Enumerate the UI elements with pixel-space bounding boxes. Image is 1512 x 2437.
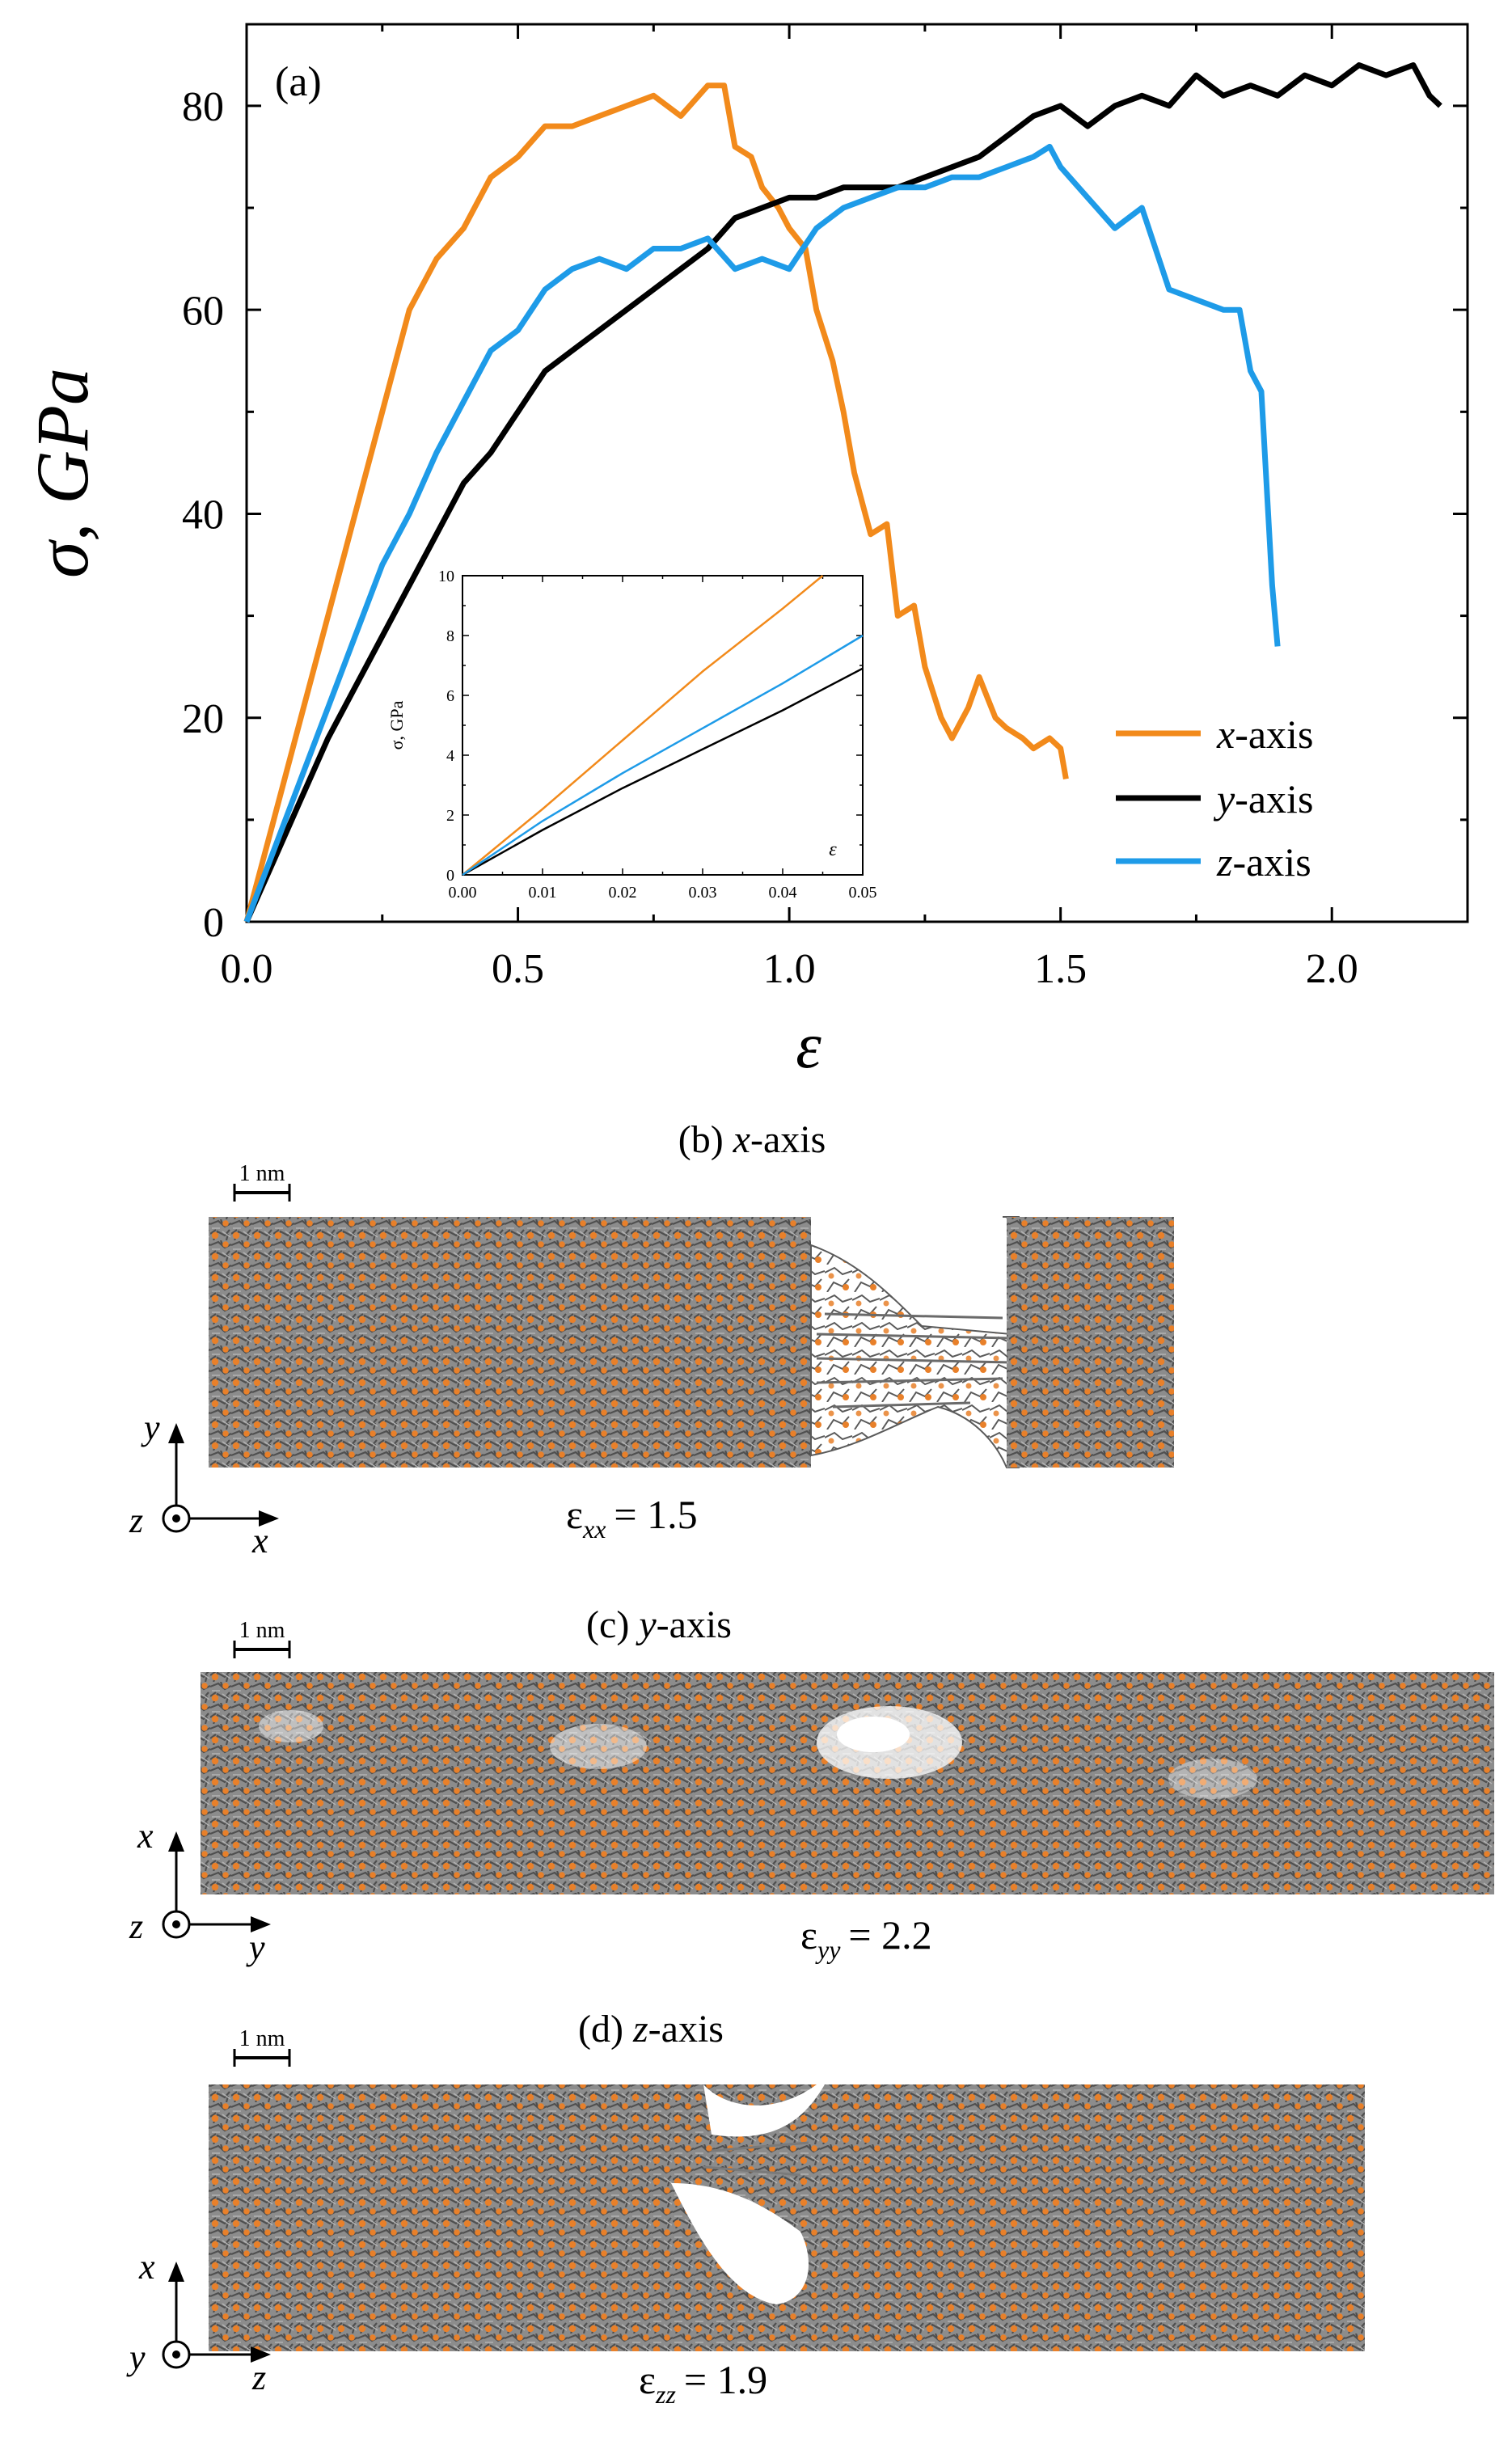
x-tick-label: 2.0 [1306, 946, 1358, 992]
legend: x-axis y-axis z-axis [1116, 712, 1313, 885]
snapshot-c-strain: εyy = 2.2 [800, 1912, 932, 1964]
snapshot-c-structure [201, 1672, 1494, 1894]
series-line-x-axis [462, 575, 824, 876]
y-tick-label: 0 [446, 867, 454, 885]
inset-series-group [462, 575, 864, 876]
snapshot-b-strain: εxx = 1.5 [566, 1492, 698, 1544]
x-tick-label: 0.00 [449, 884, 477, 902]
x-tick-label: 1.0 [763, 946, 816, 992]
svg-text:1 nm: 1 nm [239, 1618, 285, 1643]
x-tick-label: 0.05 [849, 884, 877, 902]
y-tick-label: 2 [446, 807, 454, 825]
y-tick-label: 40 [182, 492, 224, 539]
svg-text:x: x [138, 2247, 155, 2287]
snapshot-d-strain: εzz = 1.9 [639, 2357, 767, 2409]
panel-label-a: (a) [275, 59, 322, 105]
inset-axes-ticks: 0.00 0.01 0.02 0.03 0.04 0.05 0 2 4 6 8 10 [438, 568, 877, 902]
x-tick-label: 0.5 [492, 946, 544, 992]
inset-frame [462, 575, 864, 876]
snapshot-d-scale-bar: 1 nm [233, 2026, 291, 2067]
y-tick-label: 80 [182, 84, 224, 130]
y-tick-label: 10 [438, 568, 454, 585]
inset-chart: 0.00 0.01 0.02 0.03 0.04 0.05 0 2 4 6 8 10 σ, GPa ε [386, 568, 877, 902]
svg-text:x: x [137, 1816, 154, 1856]
series-line-y-axis [243, 62, 1442, 923]
svg-text:y: y [141, 1408, 160, 1447]
series-line-x-axis [243, 82, 1069, 923]
legend-label-x: x-axis [1216, 712, 1313, 757]
snapshot-b: (b) x-axis 1 nm y z x εxx = 1.5 [129, 1118, 1174, 1561]
snapshot-d-title: (d) z-axis [578, 2008, 724, 2051]
svg-text:z: z [251, 2358, 266, 2397]
snapshot-b-scale-bar: 1 nm [233, 1161, 291, 1202]
snapshot-c-title: (c) y-axis [586, 1603, 732, 1646]
y-tick-label: 6 [446, 687, 454, 705]
svg-text:y: y [246, 1928, 265, 1967]
x-tick-label: 0.01 [529, 884, 557, 902]
legend-label-y: y-axis [1213, 776, 1313, 821]
snapshot-d: (d) z-axis 1 nm x y z εzz = 1.9 [126, 2008, 1365, 2409]
svg-text:x: x [251, 1521, 268, 1561]
snapshot-c-scale-bar: 1 nm [233, 1618, 291, 1658]
main-series-group [243, 62, 1442, 923]
y-axis-sigma: σ, GPa [21, 368, 103, 578]
legend-label-z: z-axis [1216, 839, 1311, 885]
x-tick-label: 0.02 [609, 884, 637, 902]
x-tick-label: 0.0 [221, 946, 273, 992]
y-axis-title: σ, GPa [21, 368, 103, 578]
snapshot-d-axes-triad: x y z [126, 2247, 271, 2397]
x-tick-label: 0.03 [689, 884, 717, 902]
series-line-z-axis [462, 634, 864, 876]
plot-frame [245, 23, 1469, 923]
y-tick-label: 20 [182, 696, 224, 742]
y-tick-label: 60 [182, 288, 224, 334]
x-axis-title: ε [796, 1011, 821, 1082]
svg-text:y: y [126, 2338, 146, 2377]
snapshot-b-axes-triad: y z x [129, 1408, 279, 1561]
snapshot-b-title: (b) x-axis [678, 1118, 826, 1161]
snapshot-b-structure [209, 1216, 1174, 1468]
snapshot-d-structure [209, 2084, 1365, 2351]
svg-text:z: z [129, 1501, 143, 1540]
inset-y-title: σ, GPa [386, 700, 407, 750]
x-tick-label: 1.5 [1034, 946, 1087, 992]
svg-text:z: z [129, 1907, 143, 1946]
y-tick-label: 8 [446, 627, 454, 645]
y-tick-label: 4 [446, 747, 454, 765]
y-tick-label: 0 [203, 900, 224, 946]
series-line-z-axis [243, 143, 1281, 923]
snapshot-c: (c) y-axis 1 nm x z y εyy [129, 1603, 1494, 1967]
svg-text:1 nm: 1 nm [239, 2026, 285, 2051]
x-tick-label: 0.04 [769, 884, 797, 902]
snapshot-c-axes-triad: x z y [129, 1816, 271, 1967]
inset-x-title: ε [829, 839, 837, 860]
svg-text:1 nm: 1 nm [239, 1161, 285, 1186]
series-line-y-axis [462, 667, 864, 876]
